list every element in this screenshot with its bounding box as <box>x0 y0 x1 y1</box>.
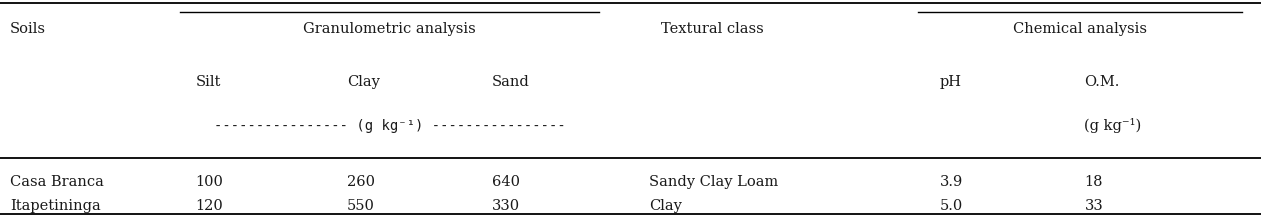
Text: 120: 120 <box>195 199 223 213</box>
Text: Granulometric analysis: Granulometric analysis <box>304 22 475 36</box>
Text: Clay: Clay <box>649 199 682 213</box>
Text: 640: 640 <box>492 175 520 189</box>
Text: Sand: Sand <box>492 75 530 89</box>
Text: Silt: Silt <box>195 75 221 89</box>
Text: Clay: Clay <box>347 75 380 89</box>
Text: Casa Branca: Casa Branca <box>10 175 103 189</box>
Text: O.M.: O.M. <box>1084 75 1120 89</box>
Text: Itapetininga: Itapetininga <box>10 199 101 213</box>
Text: Textural class: Textural class <box>661 22 764 36</box>
Text: (g kg⁻¹): (g kg⁻¹) <box>1084 118 1141 133</box>
Text: 100: 100 <box>195 175 223 189</box>
Text: 3.9: 3.9 <box>939 175 962 189</box>
Text: ---------------- (g kg⁻¹) ----------------: ---------------- (g kg⁻¹) --------------… <box>214 119 565 133</box>
Text: 18: 18 <box>1084 175 1103 189</box>
Text: pH: pH <box>939 75 961 89</box>
Text: Chemical analysis: Chemical analysis <box>1013 22 1148 36</box>
Text: 550: 550 <box>347 199 375 213</box>
Text: 260: 260 <box>347 175 375 189</box>
Text: 33: 33 <box>1084 199 1103 213</box>
Text: Sandy Clay Loam: Sandy Clay Loam <box>649 175 778 189</box>
Text: 5.0: 5.0 <box>939 199 962 213</box>
Text: Soils: Soils <box>10 22 47 36</box>
Text: 330: 330 <box>492 199 520 213</box>
